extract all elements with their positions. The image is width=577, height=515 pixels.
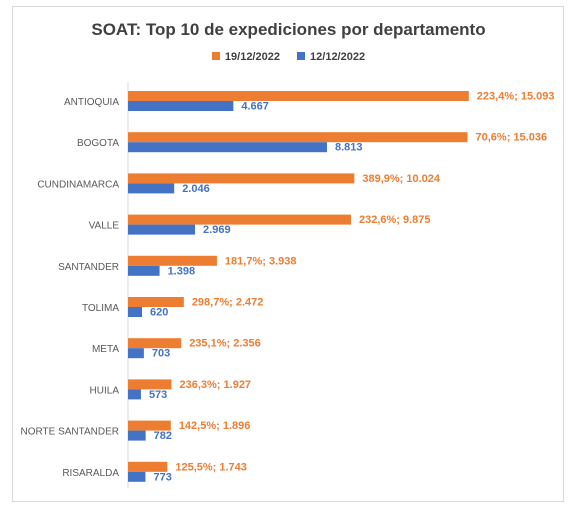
data-label-previous-bogota: 8.813 bbox=[335, 142, 363, 154]
legend-item-current: 19/12/2022 bbox=[211, 51, 280, 63]
bar-current-antioquia bbox=[128, 91, 469, 101]
data-label-previous-santander: 1.398 bbox=[168, 265, 196, 277]
data-label-current-risaralda: 125,5%; 1.743 bbox=[175, 461, 247, 473]
chart-frame bbox=[12, 6, 564, 502]
data-label-current-tolima: 298,7%; 2.472 bbox=[192, 297, 264, 309]
bar-previous-antioquia bbox=[128, 101, 234, 111]
data-label-previous-meta: 703 bbox=[152, 348, 170, 360]
category-label-cundinamarca: CUNDINAMARCA bbox=[37, 179, 119, 190]
category-label-meta: META bbox=[92, 344, 119, 355]
bar-current-risaralda bbox=[128, 461, 168, 472]
legend-label-current: 19/12/2022 bbox=[224, 51, 280, 63]
bar-previous-huila bbox=[128, 389, 141, 400]
data-label-previous-norte-santander: 782 bbox=[154, 430, 172, 442]
data-label-current-meta: 235,1%; 2.356 bbox=[189, 338, 261, 350]
category-label-huila: HUILA bbox=[90, 385, 120, 396]
legend-item-previous: 12/12/2022 bbox=[297, 51, 365, 63]
data-label-previous-risaralda: 773 bbox=[153, 471, 171, 483]
bar-current-santander bbox=[128, 255, 217, 266]
bar-previous-tolima bbox=[128, 307, 142, 317]
chart-legend: 19/12/2022 12/12/2022 bbox=[0, 51, 577, 63]
legend-label-previous: 12/12/2022 bbox=[310, 51, 366, 63]
data-label-current-norte-santander: 142,5%; 1.896 bbox=[179, 420, 251, 432]
data-label-previous-antioquia: 4.667 bbox=[241, 101, 269, 113]
data-label-previous-tolima: 620 bbox=[150, 307, 168, 319]
data-label-current-antioquia: 223,4%; 15.093 bbox=[477, 91, 555, 103]
bar-current-tolima bbox=[128, 297, 184, 307]
category-label-antioquia: ANTIOQUIA bbox=[64, 97, 119, 108]
category-label-valle: VALLE bbox=[89, 221, 120, 232]
data-label-previous-huila: 573 bbox=[149, 389, 167, 401]
bar-previous-meta bbox=[128, 348, 144, 359]
legend-swatch-current bbox=[211, 52, 220, 60]
category-label-risaralda: RISARALDA bbox=[62, 468, 119, 479]
chart-title: SOAT: Top 10 de expediciones por departa… bbox=[91, 20, 486, 39]
bar-previous-bogota bbox=[128, 142, 328, 153]
category-label-bogota: BOGOTA bbox=[77, 138, 119, 149]
bar-previous-norte-santander bbox=[128, 430, 146, 441]
bar-previous-valle bbox=[128, 224, 196, 235]
bar-current-bogota bbox=[128, 132, 468, 143]
legend-swatch-previous bbox=[297, 52, 306, 60]
data-label-current-bogota: 70,6%; 15.036 bbox=[476, 132, 548, 144]
bar-previous-cundinamarca bbox=[128, 183, 175, 194]
bar-current-cundinamarca bbox=[128, 173, 355, 184]
bar-current-norte-santander bbox=[128, 420, 171, 431]
bar-current-meta bbox=[128, 338, 182, 349]
category-label-norte-santander: NORTE SANTANDER bbox=[20, 427, 119, 438]
data-label-previous-valle: 2.969 bbox=[203, 224, 231, 236]
category-label-santander: SANTANDER bbox=[58, 262, 119, 273]
data-label-current-santander: 181,7%; 3.938 bbox=[225, 255, 297, 267]
category-label-tolima: TOLIMA bbox=[82, 303, 119, 314]
bar-current-huila bbox=[128, 379, 172, 390]
data-label-current-cundinamarca: 389,9%; 10.024 bbox=[362, 173, 441, 185]
bar-previous-santander bbox=[128, 265, 160, 276]
data-label-current-valle: 232,6%; 9.875 bbox=[359, 214, 431, 226]
data-label-previous-cundinamarca: 2.046 bbox=[182, 183, 210, 195]
bar-previous-risaralda bbox=[128, 471, 146, 482]
bar-current-valle bbox=[128, 214, 351, 225]
data-label-current-huila: 236,3%; 1.927 bbox=[180, 379, 252, 391]
